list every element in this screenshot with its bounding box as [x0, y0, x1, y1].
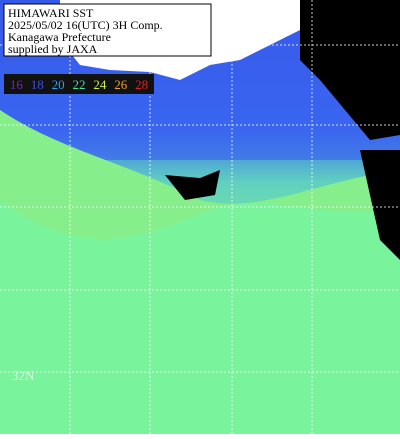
header-box: [3, 3, 212, 57]
colorbar-label: 16: [10, 77, 24, 92]
warmer-water: [0, 200, 400, 434]
header-line: 2025/05/02 16(UTC) 3H Comp.: [8, 18, 163, 32]
island: [165, 170, 220, 200]
colorbar-label: 26: [114, 77, 128, 92]
header-line: Kanagawa Prefecture: [8, 30, 111, 44]
grid-label: 32N: [12, 368, 35, 383]
no-data: [360, 150, 400, 260]
colorbar-label: 24: [93, 77, 107, 92]
colorbar-bg: [4, 74, 154, 94]
header-line: HIMAWARI SST: [8, 6, 94, 20]
colorbar-label: 20: [52, 77, 65, 92]
colorbar-label: 22: [73, 77, 86, 92]
colorbar: 16 18 20 22 24 26 28: [10, 77, 148, 92]
colorbar-label: 18: [31, 77, 44, 92]
colorbar-label: 28: [135, 77, 148, 92]
header-line: supplied by JAXA: [8, 42, 98, 56]
land: [300, 0, 400, 140]
